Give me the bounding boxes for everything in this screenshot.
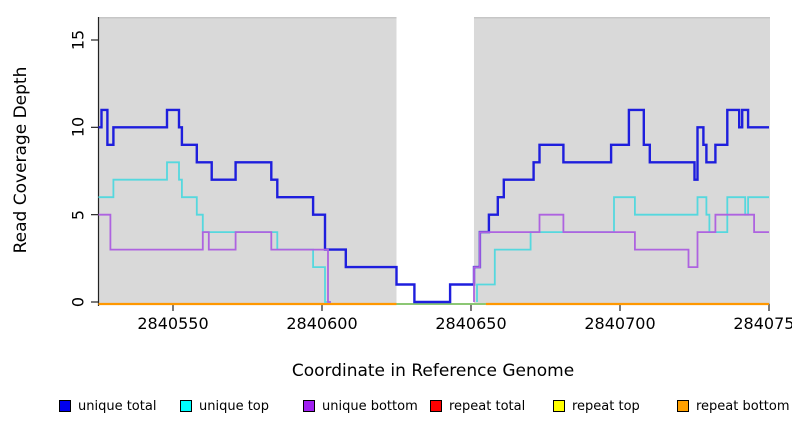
legend-swatch-unique-top: [180, 400, 192, 412]
series-unique-top: [476, 196, 769, 302]
y-tick-label: 5: [68, 209, 88, 220]
legend-swatch-unique-bottom: [303, 400, 315, 412]
legend-swatch-repeat-top: [553, 400, 565, 412]
legend-label-repeat-total: repeat total: [449, 398, 526, 414]
uncovered-region-band: [396, 17, 474, 303]
legend-label-unique-total: unique total: [78, 398, 157, 414]
legend-item-unique-bottom: unique bottom: [303, 398, 418, 414]
legend-swatch-repeat-bottom: [677, 400, 689, 412]
legend-item-unique-total: unique total: [59, 398, 157, 414]
legend-item-repeat-total: repeat total: [430, 398, 526, 414]
legend-label-repeat-bottom: repeat bottom: [696, 398, 790, 414]
legend-item-repeat-bottom: repeat bottom: [677, 398, 790, 414]
x-tick-label: 2840600: [286, 314, 358, 333]
legend-label-unique-top: unique top: [199, 398, 270, 414]
y-tick-label: 10: [68, 117, 88, 138]
y-tick-label: 0: [68, 296, 88, 308]
series-unique-bottom: [98, 213, 331, 303]
x-tick-label: 2840750: [733, 314, 792, 333]
legend-item-repeat-top: repeat top: [553, 398, 640, 414]
series-unique-top: [98, 161, 331, 303]
legend-label-unique-bottom: unique bottom: [322, 398, 418, 414]
legend-label-repeat-top: repeat top: [572, 398, 640, 414]
series-unique-bottom: [473, 213, 769, 302]
x-axis-title: Coordinate in Reference Genome: [291, 361, 575, 381]
legend-swatch-repeat-total: [430, 400, 442, 412]
y-tick-label: 15: [68, 29, 88, 51]
x-tick-label: 2840650: [435, 314, 507, 333]
legend-swatch-unique-total: [59, 400, 71, 412]
x-tick-label: 2840550: [137, 314, 209, 333]
legend-item-unique-top: unique top: [180, 398, 270, 414]
x-tick-label: 2840700: [584, 314, 656, 333]
y-axis-title: Read Coverage Depth: [11, 66, 31, 254]
